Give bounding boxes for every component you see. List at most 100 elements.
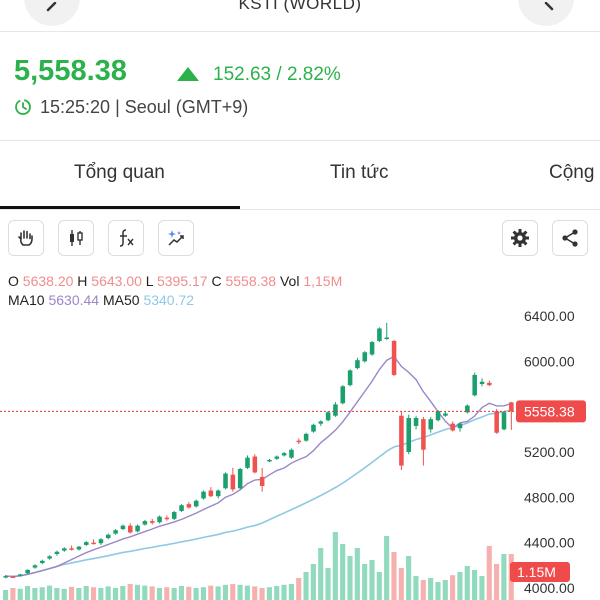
candle-body (98, 539, 104, 544)
magic-indicator-icon (168, 230, 184, 246)
volume-bar (156, 588, 163, 600)
candle-body (18, 574, 23, 576)
volume-bar (46, 585, 53, 600)
volume-bar (398, 568, 404, 600)
y-tick-label: 6000.00 (524, 353, 575, 369)
candle-body (450, 423, 455, 431)
ma10-line (5, 355, 512, 578)
volume-bar (494, 564, 500, 600)
volume-bar (105, 586, 111, 600)
volume-bar (252, 586, 258, 600)
volume-bar (303, 572, 309, 600)
candle-body (355, 360, 360, 369)
volume-bar (384, 536, 390, 600)
tab-community[interactable]: Cộng (549, 162, 595, 183)
volume-bar (142, 585, 148, 600)
header-divider (0, 31, 600, 32)
candle-body (252, 456, 258, 473)
candle-body (289, 449, 294, 458)
volume-bar (112, 588, 119, 600)
candle-body (120, 525, 126, 530)
function-button[interactable] (108, 220, 144, 256)
search-button[interactable] (518, 0, 574, 26)
candle-body (340, 386, 346, 404)
candle-body (384, 337, 390, 340)
share-button[interactable] (552, 220, 588, 256)
volume-bar (259, 588, 265, 600)
ohlc-legend: O 5638.20 H 5643.00 L 5395.17 C 5558.38 … (8, 273, 342, 289)
volume-bar (244, 585, 250, 600)
candle-body (32, 565, 38, 568)
candle-body (171, 512, 177, 519)
volume-bar (354, 548, 360, 600)
active-tab-indicator (0, 206, 240, 209)
candle-body (487, 382, 492, 386)
candle-body (91, 542, 96, 545)
volume-bar (222, 584, 228, 600)
volume-bar (149, 586, 155, 600)
volume-bar (24, 586, 31, 600)
volume-bar (200, 587, 206, 600)
candle-body (281, 453, 287, 456)
volume-bar (501, 554, 507, 600)
settings-icon (511, 229, 529, 247)
tab-news[interactable]: Tin tức (330, 162, 389, 183)
candlestick-type-button[interactable] (58, 220, 94, 256)
quote-time: 15:25:20 | Seoul (GMT+9) (14, 97, 248, 118)
volume-bar (90, 587, 97, 600)
magic-indicator-button[interactable] (158, 220, 194, 256)
candle-body (245, 457, 250, 468)
quote-time-text: 15:25:20 | Seoul (GMT+9) (40, 97, 249, 117)
volume-bar (472, 570, 478, 600)
candle-body (47, 556, 52, 559)
y-tick-label: 4400.00 (524, 535, 575, 551)
page-title: KSTI (WORLD) (238, 0, 362, 13)
settings-button[interactable] (502, 220, 538, 256)
tabs-bottom-divider (0, 209, 600, 210)
volume-bar (442, 580, 448, 600)
volume-bar (215, 586, 221, 600)
open-label: O (8, 273, 19, 289)
volume-bar (171, 588, 177, 600)
ma-legend: MA10 5630.44 MA50 5340.72 (8, 292, 194, 308)
volume-bar (120, 586, 126, 600)
candle-body (318, 421, 324, 424)
candle-body (40, 560, 45, 564)
volume-bar (193, 588, 199, 600)
volume-bar (420, 580, 426, 600)
volume-bar (391, 552, 397, 600)
volume-bar (332, 532, 338, 600)
y-tick-label: 6400.00 (524, 310, 575, 324)
candle-body (201, 491, 206, 499)
candle-body (347, 370, 353, 386)
volume-bar (310, 564, 316, 600)
share-icon (562, 229, 578, 247)
volume-bar (457, 572, 463, 600)
price-change-value: 152.63 / 2.82% (213, 64, 341, 85)
candle-body (391, 340, 397, 375)
volume-bar (68, 586, 75, 600)
y-tick-label: 4800.00 (524, 489, 575, 505)
clock-icon (15, 99, 31, 115)
low-label: L (145, 273, 154, 289)
volume-bar (376, 572, 382, 600)
candle-body (435, 411, 441, 421)
candlestick-chart[interactable]: 6400.006000.005600.005200.004800.004400.… (0, 310, 600, 600)
volume-bar (486, 546, 492, 600)
tab-overview[interactable]: Tổng quan (74, 162, 165, 183)
candle-body (25, 569, 30, 574)
volume-bar (98, 588, 104, 600)
candle-body (428, 419, 433, 430)
ma10-value: 5630.44 (48, 292, 100, 308)
volume-bar (435, 582, 441, 600)
volume-bar (266, 587, 272, 600)
volume-bar (83, 586, 89, 600)
volume-bar (39, 587, 45, 600)
hand-pan-button[interactable] (8, 220, 44, 256)
search-icon (544, 2, 554, 11)
candle-body (113, 530, 118, 534)
top-bar: KSTI (WORLD) (0, 0, 600, 30)
volume-bar (369, 560, 375, 600)
hand-pan-icon (18, 230, 33, 246)
candle-body (164, 517, 170, 520)
